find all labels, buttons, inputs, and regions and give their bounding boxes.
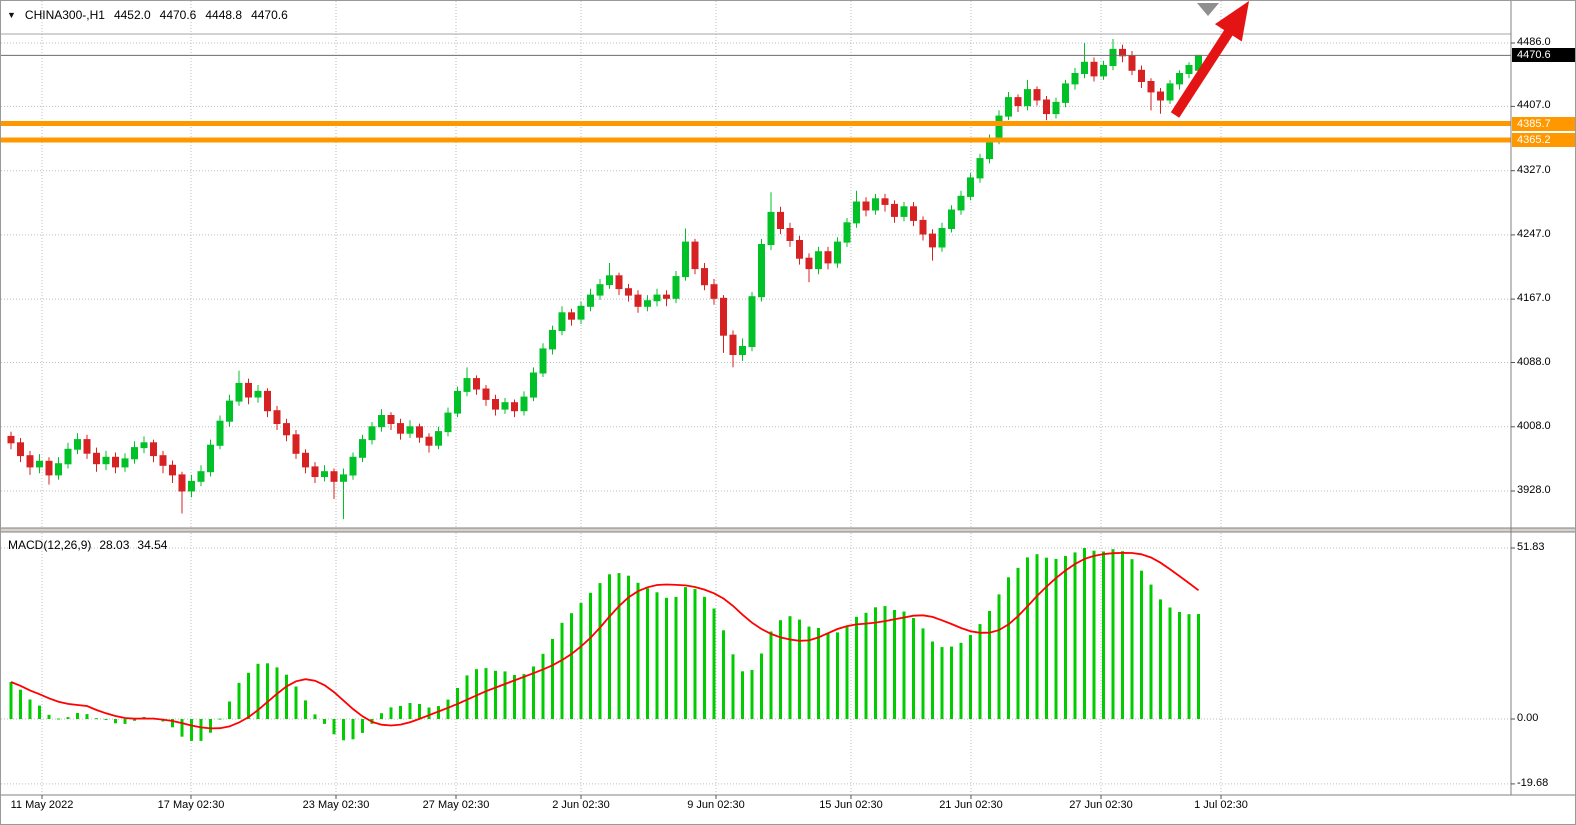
time-axis-label: 21 Jun 02:30 xyxy=(939,799,1003,811)
level-lower-value: 4365.2 xyxy=(1517,134,1551,146)
macd-tick-label: 0.00 xyxy=(1517,712,1539,724)
level-upper-value: 4385.7 xyxy=(1517,118,1551,130)
time-axis-label: 23 May 02:30 xyxy=(302,799,370,811)
current-price-value: 4470.6 xyxy=(1517,49,1551,61)
macd-indicator-label: MACD(12,26,9) 28.03 34.54 xyxy=(8,538,167,552)
symbol-marker-icon: ▼ xyxy=(7,10,16,20)
time-axis-label: 2 Jun 02:30 xyxy=(552,799,610,811)
price-tick-label: 4167.0 xyxy=(1517,292,1551,304)
chart-header: ▼ CHINA300-,H1 4452.0 4470.6 4448.8 4470… xyxy=(7,8,288,22)
macd-main-value: 28.03 xyxy=(99,538,130,552)
time-axis-label: 11 May 2022 xyxy=(10,799,74,811)
current-price-tag: 4470.6 xyxy=(1512,48,1575,62)
macd-tick-label: 51.83 xyxy=(1517,541,1545,553)
time-axis-label: 27 May 02:30 xyxy=(422,799,490,811)
price-tick-label: 4247.0 xyxy=(1517,228,1551,240)
time-axis-label: 27 Jun 02:30 xyxy=(1069,799,1133,811)
time-scale[interactable]: 11 May 2022 17 May 02:30 23 May 02:30 27 Ma… xyxy=(1,798,1511,824)
time-axis-label: 1 Jul 02:30 xyxy=(1194,799,1248,811)
macd-signal-value: 34.54 xyxy=(137,538,168,552)
gray-triangle-marker[interactable] xyxy=(1197,3,1219,16)
macd-tick-label: -19.68 xyxy=(1517,777,1549,789)
time-axis-label: 17 May 02:30 xyxy=(157,799,225,811)
time-axis-label: 15 Jun 02:30 xyxy=(819,799,883,811)
price-tick-label: 4008.0 xyxy=(1517,420,1551,432)
time-axis-label: 9 Jun 02:30 xyxy=(687,799,745,811)
macd-name: MACD(12,26,9) xyxy=(8,538,92,552)
price-tick-label: 4486.0 xyxy=(1517,36,1551,48)
horizontal-level-lines[interactable] xyxy=(1,121,1511,143)
candlesticks xyxy=(7,39,1202,520)
macd-signal-line xyxy=(10,551,1200,730)
price-tick-label: 4407.0 xyxy=(1517,99,1551,111)
price-tick-label: 3928.0 xyxy=(1517,484,1551,496)
axis-ticks xyxy=(41,42,1515,799)
level-price-tag-lower: 4365.2 xyxy=(1512,133,1575,147)
price-tick-label: 4327.0 xyxy=(1517,164,1551,176)
trend-arrow[interactable] xyxy=(1162,1,1263,124)
ohlc-low: 4448.8 xyxy=(205,8,243,22)
ohlc-open: 4452.0 xyxy=(113,8,151,22)
ohlc-high: 4470.6 xyxy=(159,8,197,22)
price-scale[interactable]: 4486.0 4407.0 4327.0 4247.0 4167.0 4088.0 4008… xyxy=(1513,1,1575,795)
price-tick-label: 4088.0 xyxy=(1517,356,1551,368)
macd-histogram xyxy=(9,548,1200,741)
symbol-timeframe: CHINA300-,H1 xyxy=(24,8,105,22)
grid xyxy=(1,1,1511,794)
level-price-tag-upper: 4385.7 xyxy=(1512,117,1575,131)
ohlc-close: 4470.6 xyxy=(251,8,288,22)
panel-splitter[interactable] xyxy=(1,528,1576,532)
